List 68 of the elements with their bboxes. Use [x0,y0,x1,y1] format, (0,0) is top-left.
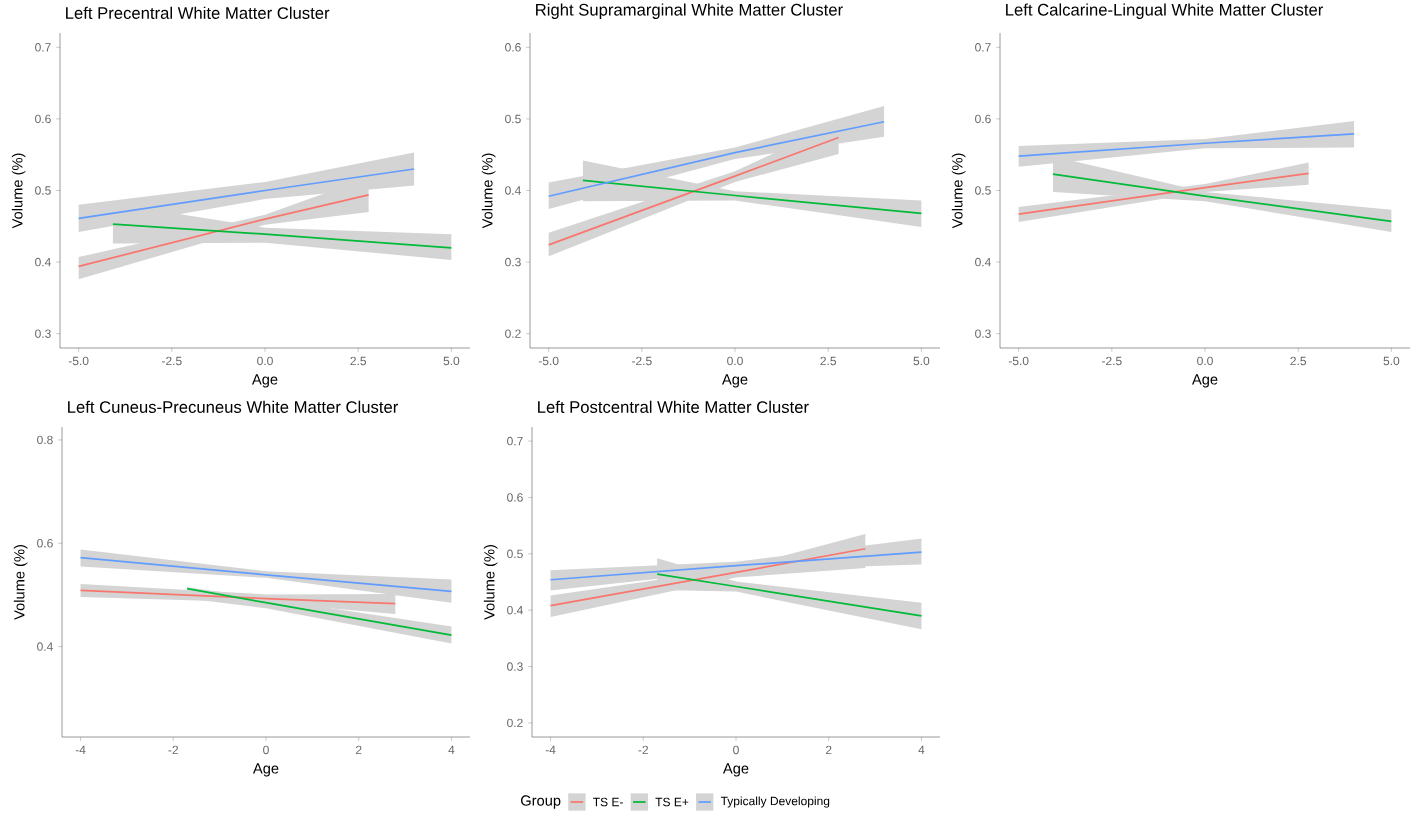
y-tick-label: 0.2 [507,718,523,728]
legend-label: TS E+ [655,797,689,807]
x-tick-label: -4 [75,745,86,754]
x-tick-label: 0.0 [727,356,743,366]
y-tick-label: 0.3 [975,329,991,338]
x-axis-title: Age [721,374,748,388]
x-tick-label: -2 [638,745,648,755]
x-axis-title: Age [251,374,278,388]
y-tick-label: 0.7 [507,436,523,446]
chart-title: Left Postcentral White Matter Cluster [538,400,809,413]
y-tick-label: 0.5 [507,549,523,559]
x-tick-label: 2.5 [350,356,367,366]
chart-title: Left Cuneus-Precuneus White Matter Cluster [68,400,399,413]
x-tick-label: 5.0 [1383,356,1400,366]
legend-label: TS E- [593,797,623,807]
x-axis-title: Age [722,763,749,777]
y-tick-label: 0.3 [507,662,523,671]
x-tick-label: -2.5 [162,356,182,366]
y-axis-title: Volume (%) [951,153,966,229]
chart-title: Left Precentral White Matter Cluster [66,6,330,19]
y-tick-label: 0.7 [35,43,51,52]
x-tick-label: 4 [918,745,925,754]
y-axis-title: Volume (%) [13,545,28,620]
y-axis-title: Volume (%) [11,153,26,229]
y-tick-label: 0.4 [507,605,523,615]
y-tick-label: 0.4 [975,257,991,267]
y-tick-label: 0.6 [975,114,991,124]
x-tick-label: 0.0 [257,356,273,366]
y-axis-title: Volume (%) [483,545,498,620]
y-tick-label: 0.5 [35,186,51,195]
y-tick-label: 0.5 [505,114,521,124]
y-tick-label: 0.7 [975,43,991,52]
x-axis-title: Age [1191,374,1218,388]
y-tick-label: 0.2 [505,329,521,338]
y-tick-label: 0.8 [37,435,53,445]
legend-title: Group [521,795,561,809]
y-tick-label: 0.4 [35,257,51,267]
x-tick-label: -2.5 [1102,356,1122,366]
legend-label: Typically Developing [720,796,830,808]
x-tick-label: -2 [168,745,178,755]
x-tick-label: 2.5 [1290,356,1307,366]
x-tick-label: 0 [263,745,269,755]
y-tick-label: 0.3 [505,257,521,267]
x-tick-label: -5.0 [538,356,559,366]
y-tick-label: 0.6 [507,493,523,502]
chart-title: Right Supramarginal White Matter Cluster [536,3,843,19]
x-tick-label: 2 [355,745,362,755]
x-tick-label: 5.0 [913,356,930,366]
y-tick-label: 0.6 [37,538,53,548]
y-tick-label: 0.6 [505,43,521,52]
x-tick-label: 0.0 [1197,356,1213,366]
x-tick-label: -5.0 [1008,356,1029,366]
y-tick-label: 0.4 [37,642,53,651]
y-axis-title: Volume (%) [481,153,496,229]
x-tick-label: -2.5 [632,356,652,366]
x-tick-label: 4 [448,745,455,754]
x-tick-label: 2.5 [820,356,837,366]
y-tick-label: 0.4 [505,186,521,195]
x-tick-label: -5.0 [68,356,89,366]
y-tick-label: 0.3 [35,329,51,338]
y-tick-label: 0.5 [975,186,991,195]
x-tick-label: -4 [545,745,556,754]
x-axis-title: Age [252,763,279,777]
x-tick-label: 0 [733,745,739,755]
x-tick-label: 5.0 [443,356,460,366]
x-tick-label: 2 [826,745,832,755]
y-tick-label: 0.6 [35,114,51,124]
chart-title: Left Calcarine-Lingual White Matter Cluster [1006,3,1324,19]
